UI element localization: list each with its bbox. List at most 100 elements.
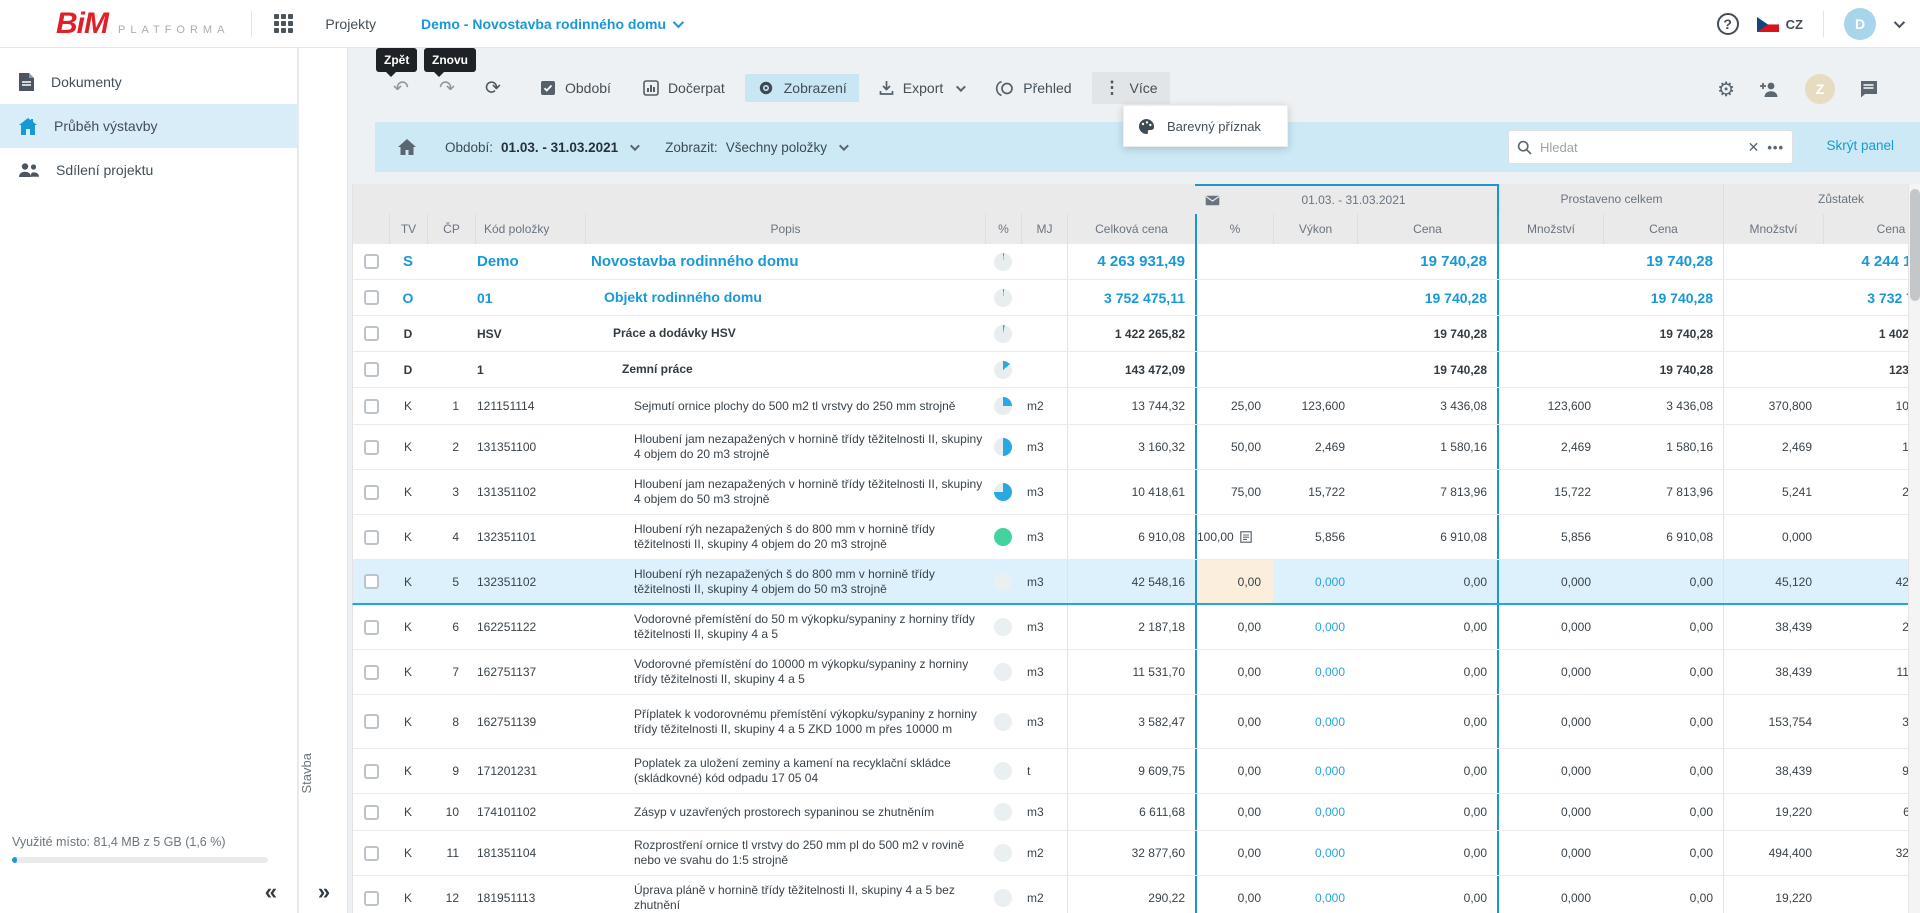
refresh-button[interactable]: ⟳ xyxy=(485,77,501,99)
nav-projects[interactable]: Projekty xyxy=(325,15,376,32)
zobrazeni-button[interactable]: Zobrazení xyxy=(744,74,859,102)
collapse-sidebar-button[interactable]: « xyxy=(264,879,277,904)
app-logo[interactable]: BiM PLATFORMA xyxy=(56,7,229,41)
col-header-zustatek-mnozstvi[interactable]: Množství xyxy=(1723,214,1823,244)
cell-zustatek-mnozstvi: 153,754 xyxy=(1768,714,1812,729)
cell-period-cena: 19 740,28 xyxy=(1424,289,1487,306)
export-button[interactable]: Export xyxy=(867,74,975,102)
row-checkbox[interactable] xyxy=(363,254,379,269)
undo-button[interactable]: ↶ xyxy=(393,77,409,99)
cell-period-cena: 19 740,28 xyxy=(1433,326,1487,341)
table-row[interactable]: K 2 131351100 Hloubení jam nezapažených v h… xyxy=(352,425,1920,470)
docerpat-button[interactable]: Dočerpat xyxy=(631,74,737,102)
settings-gear-icon[interactable]: ⚙ xyxy=(1717,78,1735,101)
table-row[interactable]: K 10 174101102 Zásyp v uzavřených prostorec… xyxy=(352,794,1920,831)
home-icon[interactable] xyxy=(397,138,417,156)
col-header-mj[interactable]: MJ xyxy=(1021,214,1067,244)
col-header-period-cena[interactable]: Cena xyxy=(1357,214,1497,244)
row-checkbox[interactable] xyxy=(363,664,379,680)
cell-period-vykon: 0,000 xyxy=(1314,714,1345,729)
expand-panel-button[interactable]: » xyxy=(317,879,331,904)
table-row[interactable]: K 7 162751137 Vodorovné přemístění do 10000… xyxy=(352,650,1920,695)
chat-icon[interactable] xyxy=(1859,80,1878,98)
col-header-popis[interactable]: Popis xyxy=(585,214,985,244)
cell-tv: K xyxy=(403,891,412,905)
row-checkbox[interactable] xyxy=(363,439,379,455)
clear-search-icon[interactable]: ✕ xyxy=(1747,138,1760,155)
cell-prostaveno-mnozstvi: 0,000 xyxy=(1560,846,1591,860)
table-row[interactable]: K 3 131351102 Hloubení jam nezapažených v h… xyxy=(352,470,1920,515)
row-checkbox[interactable] xyxy=(363,714,379,729)
vertical-scrollbar[interactable] xyxy=(1908,184,1920,913)
row-checkbox[interactable] xyxy=(363,763,379,779)
table-row[interactable]: K 1 121151114 Sejmutí ornice plochy do 500 … xyxy=(352,388,1920,425)
sidebar-item-dokumenty[interactable]: Dokumenty xyxy=(0,60,297,104)
cell-zustatek-cena: 290,22 xyxy=(1824,876,1920,913)
table-row[interactable]: K 5 132351102 Hloubení rýh nezapažených š d… xyxy=(352,560,1920,605)
redo-button[interactable]: ↷ xyxy=(439,77,455,99)
progress-pie-icon xyxy=(994,889,1012,907)
row-checkbox[interactable] xyxy=(363,529,379,545)
row-checkbox[interactable] xyxy=(363,619,379,635)
chevron-down-icon[interactable] xyxy=(1893,16,1906,29)
strip-tab-stavba[interactable]: Stavba xyxy=(299,752,314,793)
table-row[interactable]: K 12 181951113 Úprava pláně v hornině třídy… xyxy=(352,876,1920,913)
project-selector[interactable]: Demo - Novostavba rodinného domu xyxy=(421,16,685,32)
row-checkbox[interactable] xyxy=(363,484,379,500)
scrollbar-thumb[interactable] xyxy=(1910,189,1920,301)
row-checkbox[interactable] xyxy=(363,362,379,377)
col-header-period-percent[interactable]: % xyxy=(1229,222,1241,236)
row-checkbox[interactable] xyxy=(363,804,379,820)
menu-item-barevny-priznak[interactable]: Barevný příznak xyxy=(1124,106,1287,146)
filter-period[interactable]: Období: 01.03. - 31.03.2021 xyxy=(445,140,641,155)
add-user-icon[interactable] xyxy=(1759,81,1781,98)
help-icon[interactable]: ? xyxy=(1716,13,1739,35)
export-button-label: Export xyxy=(902,80,944,96)
vice-button[interactable]: ⋮ Více xyxy=(1091,72,1170,104)
col-header-prostaveno-mnozstvi[interactable]: Množství xyxy=(1526,222,1575,236)
col-header-zustatek-cena[interactable]: Cena xyxy=(1823,214,1920,244)
user-avatar[interactable]: D xyxy=(1844,8,1876,40)
apps-grid-icon[interactable] xyxy=(274,14,294,33)
collaborator-avatar[interactable]: Z xyxy=(1805,74,1835,104)
search-input[interactable] xyxy=(1540,139,1740,155)
cell-period-pct: 0,00 xyxy=(1237,665,1261,679)
table-row[interactable]: D HSV Práce a dodávky HSV 1 422 265,82 19 74… xyxy=(352,316,1920,352)
col-header-tv[interactable]: TV xyxy=(389,214,427,244)
table-row[interactable]: K 8 162751139 Příplatek k vodorovnému přemí… xyxy=(352,695,1920,749)
table-group-header-row: 01.03. - 31.03.2021 Prostaveno celkem Zů… xyxy=(352,184,1920,214)
hide-panel-link[interactable]: Skrýt panel xyxy=(1826,138,1894,153)
prehled-button[interactable]: Přehled xyxy=(983,74,1083,103)
col-header-prostaveno-cena[interactable]: Cena xyxy=(1603,214,1723,244)
search-more-icon[interactable]: ••• xyxy=(1767,139,1784,155)
table-row[interactable]: K 9 171201231 Poplatek za uložení zeminy a … xyxy=(352,749,1920,794)
cell-period-pct[interactable]: 0,00 xyxy=(1197,560,1273,603)
table-row[interactable]: K 6 162251122 Vodorovné přemístění do 50 m … xyxy=(352,605,1920,650)
table-row[interactable]: S Demo Novostavba rodinného domu 4 263 931,… xyxy=(352,244,1920,280)
row-checkbox[interactable] xyxy=(363,574,379,589)
cell-period-vykon: 5,856 xyxy=(1314,530,1345,544)
row-checkbox[interactable] xyxy=(363,398,379,414)
row-checkbox-cell xyxy=(353,388,389,424)
cell-prostaveno-mnozstvi: 0,000 xyxy=(1560,764,1591,778)
col-header-celkova-cena[interactable]: Celková cena xyxy=(1067,214,1195,244)
col-header-cp[interactable]: ČP xyxy=(427,214,475,244)
filter-show[interactable]: Zobrazit: Všechny položky xyxy=(665,140,849,155)
row-checkbox[interactable] xyxy=(363,290,379,305)
cell-period-pct: 0,00 xyxy=(1237,891,1261,905)
sidebar-item-pr-b-h-v-stavby[interactable]: Průběh výstavby xyxy=(0,104,297,148)
table-row[interactable]: D 1 Zemní práce 143 472,09 19 740,28 19 740,2… xyxy=(352,352,1920,388)
table-row[interactable]: K 11 181351104 Rozprostření ornice tl vrstv… xyxy=(352,831,1920,876)
sidebar-item-sd-len-projektu[interactable]: Sdílení projektu xyxy=(0,148,297,192)
col-header-vykon[interactable]: Výkon xyxy=(1273,214,1357,244)
row-checkbox[interactable] xyxy=(363,845,379,861)
col-header-percent[interactable]: % xyxy=(985,214,1021,244)
row-checkbox[interactable] xyxy=(363,326,379,341)
col-header-kod-polozky[interactable]: Kód položky xyxy=(475,214,585,244)
row-checkbox[interactable] xyxy=(363,890,379,906)
table-row[interactable]: K 4 132351101 Hloubení rýh nezapažených š d… xyxy=(352,515,1920,560)
table-row[interactable]: O 01 Objekt rodinného domu 3 752 475,11 19 7… xyxy=(352,280,1920,316)
cell-zustatek-cena: 6 611,68 xyxy=(1903,805,1920,819)
period-button[interactable]: Období xyxy=(528,74,623,102)
language-selector[interactable]: CZ xyxy=(1756,16,1803,32)
